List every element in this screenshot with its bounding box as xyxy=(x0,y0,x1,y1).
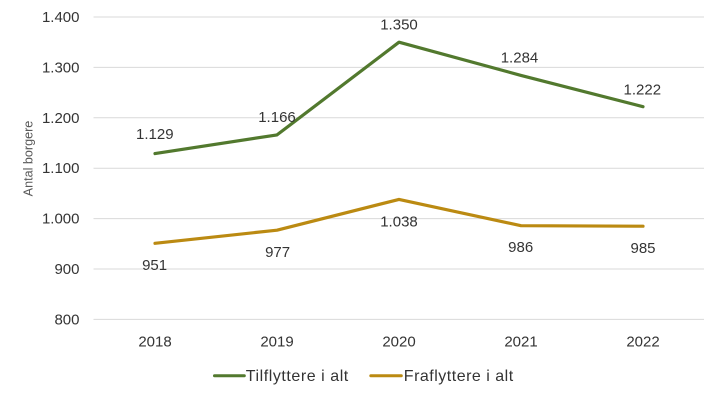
svg-text:1.129: 1.129 xyxy=(136,126,174,143)
svg-text:900: 900 xyxy=(54,261,79,278)
svg-text:986: 986 xyxy=(508,239,533,256)
svg-text:2018: 2018 xyxy=(138,334,171,351)
svg-text:Antal borgere: Antal borgere xyxy=(22,121,36,197)
svg-text:985: 985 xyxy=(630,240,655,257)
svg-text:1.200: 1.200 xyxy=(42,110,80,127)
svg-text:1.284: 1.284 xyxy=(501,49,539,66)
svg-text:951: 951 xyxy=(142,257,167,274)
svg-text:1.222: 1.222 xyxy=(624,81,662,98)
svg-text:2021: 2021 xyxy=(504,334,537,351)
svg-text:Tilflyttere i alt: Tilflyttere i alt xyxy=(246,368,349,385)
svg-text:1.350: 1.350 xyxy=(380,16,418,33)
svg-text:1.400: 1.400 xyxy=(42,9,80,26)
svg-text:977: 977 xyxy=(265,244,290,261)
svg-text:1.038: 1.038 xyxy=(380,213,418,230)
svg-text:1.166: 1.166 xyxy=(258,109,296,126)
svg-text:1.300: 1.300 xyxy=(42,59,80,76)
svg-text:2020: 2020 xyxy=(382,334,415,351)
svg-text:1.100: 1.100 xyxy=(42,160,80,177)
svg-text:2019: 2019 xyxy=(260,334,293,351)
svg-text:800: 800 xyxy=(54,311,79,328)
svg-text:2022: 2022 xyxy=(626,334,659,351)
svg-text:Fraflyttere i alt: Fraflyttere i alt xyxy=(404,368,514,385)
svg-text:1.000: 1.000 xyxy=(42,211,80,228)
